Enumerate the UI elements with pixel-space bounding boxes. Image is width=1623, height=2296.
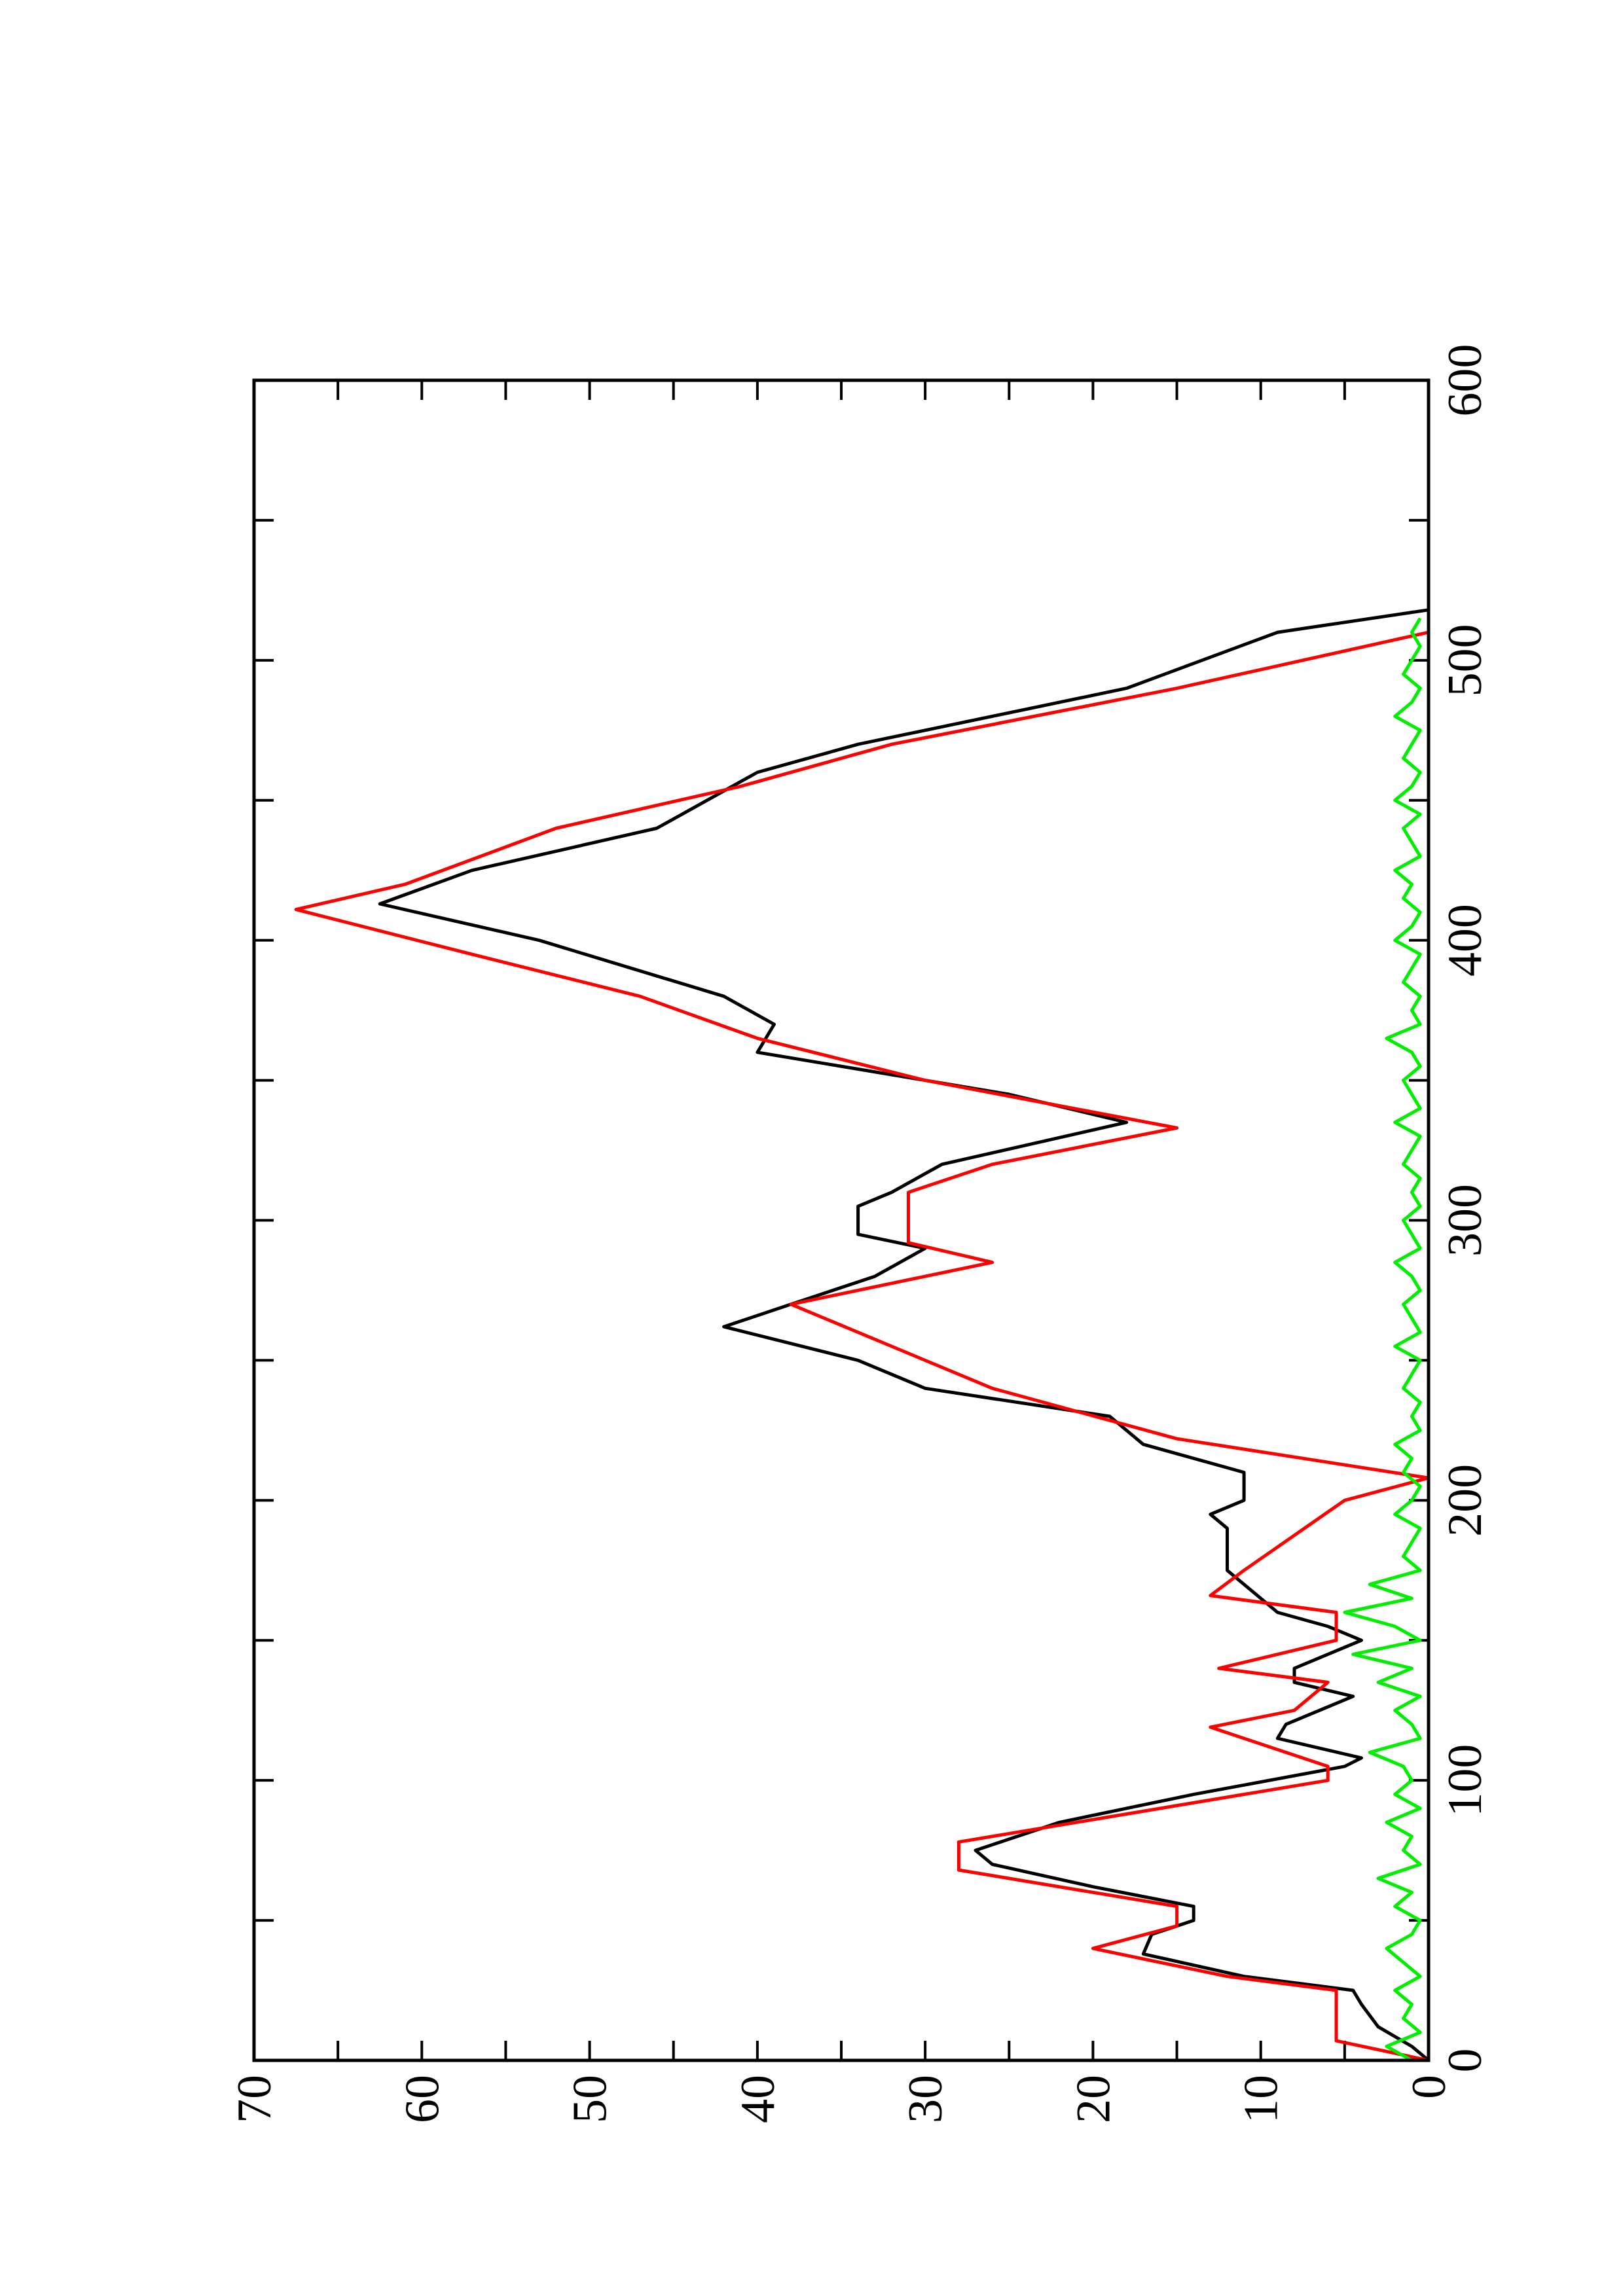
plot-frame <box>252 378 1431 2062</box>
x-tick-label: 200 <box>1438 1464 1492 1537</box>
x-tick-label: 100 <box>1438 1744 1492 1817</box>
y-tick-label: 30 <box>899 2075 953 2123</box>
y-tick-label: 50 <box>564 2075 617 2123</box>
x-tick-label: 500 <box>1438 624 1492 696</box>
plot-area: 0 100 200 300 400 500 600 0 10 20 30 40 50 60 70 <box>228 344 1492 2124</box>
y-tick-label: 20 <box>1067 2075 1120 2123</box>
data-line <box>378 608 1430 2062</box>
x-tick-label: 400 <box>1438 904 1492 977</box>
x-tick-label: 300 <box>1438 1184 1492 1257</box>
y-tick-label: 0 <box>1402 2075 1456 2099</box>
data-line <box>294 630 1431 2062</box>
y-tick-label: 40 <box>731 2075 785 2123</box>
x-tick-label: 0 <box>1438 2049 1492 2073</box>
data-line <box>1343 617 1422 2062</box>
x-tick-label: 600 <box>1438 344 1492 417</box>
y-tick-label: 60 <box>395 2075 449 2123</box>
y-tick-label: 70 <box>228 2075 282 2123</box>
y-tick-label: 10 <box>1235 2075 1288 2123</box>
